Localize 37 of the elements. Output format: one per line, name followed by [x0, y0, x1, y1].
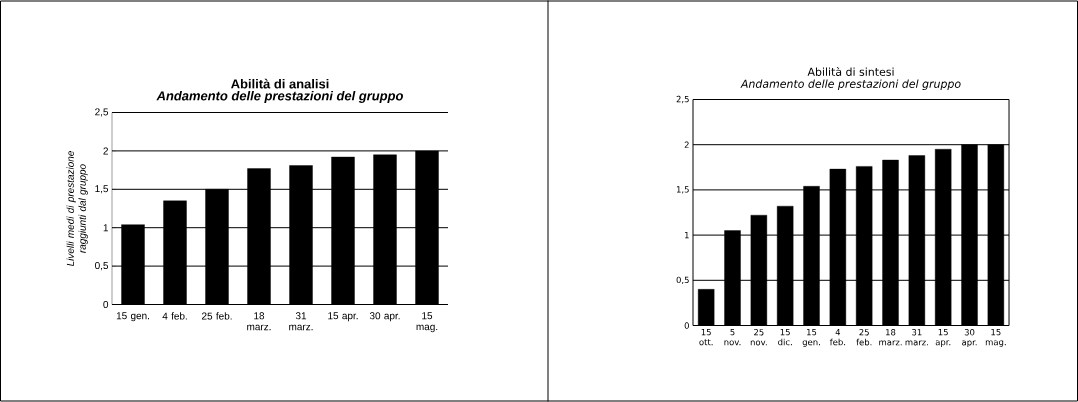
- x-tick-label: 15 mag.: [985, 329, 1006, 347]
- y-tick-label: 0: [684, 322, 689, 329]
- x-tick-label: 15 gen.: [802, 329, 820, 347]
- chart-subtitle: Andamento delle prestazioni del gruppo: [740, 79, 961, 90]
- chart-title: Abilità di sintesi: [807, 67, 894, 76]
- x-tick-label: 31 marz.: [905, 329, 928, 346]
- y-tick-label: 0: [103, 300, 109, 309]
- y-tick-label: 2: [684, 141, 689, 148]
- x-tick-label: 15 apr.: [328, 312, 358, 322]
- y-tick-label: 0,5: [676, 276, 689, 284]
- x-tick-label: 15 ott.: [699, 329, 713, 346]
- x-tick-label: 25 feb.: [202, 312, 232, 320]
- x-tick-label: 25 nov.: [750, 329, 767, 346]
- y-tick-label: 2,5: [676, 95, 689, 104]
- y-tick-label: 1,5: [676, 186, 689, 194]
- y-tick-label: 0,5: [95, 261, 109, 271]
- x-tick-label: 18 marz.: [247, 312, 271, 331]
- y-axis-title: Livelli medi di prestazione raggiunti dal gruppo: [66, 151, 88, 267]
- x-tick-label: 31 marz.: [289, 312, 313, 331]
- x-tick-label: 30 apr.: [962, 329, 977, 348]
- x-tick-label: 25 feb.: [856, 329, 872, 346]
- y-tick-label: 2: [103, 147, 108, 155]
- x-tick-label: 18 marz.: [879, 329, 902, 346]
- x-tick-label: 15 dic.: [778, 329, 792, 346]
- x-tick-label: 5 nov.: [724, 329, 741, 346]
- chart-title: Abilità di analisi: [231, 78, 329, 89]
- y-tick-label: 1,5: [95, 185, 109, 194]
- y-tick-label: 1: [685, 232, 689, 239]
- x-tick-label: 30 apr.: [369, 312, 400, 322]
- chart-subtitle: Andamento delle prestazioni del gruppo: [156, 90, 404, 103]
- x-tick-label: 4 feb.: [162, 312, 187, 320]
- x-tick-label: 4 feb.: [829, 329, 846, 346]
- x-tick-label: 15 apr.: [935, 329, 951, 347]
- y-tick-label: 2,5: [95, 108, 109, 117]
- x-tick-label: 15 gen.: [116, 312, 149, 322]
- x-tick-label: 15 mag.: [416, 312, 438, 333]
- y-tick-label: 1: [103, 224, 109, 232]
